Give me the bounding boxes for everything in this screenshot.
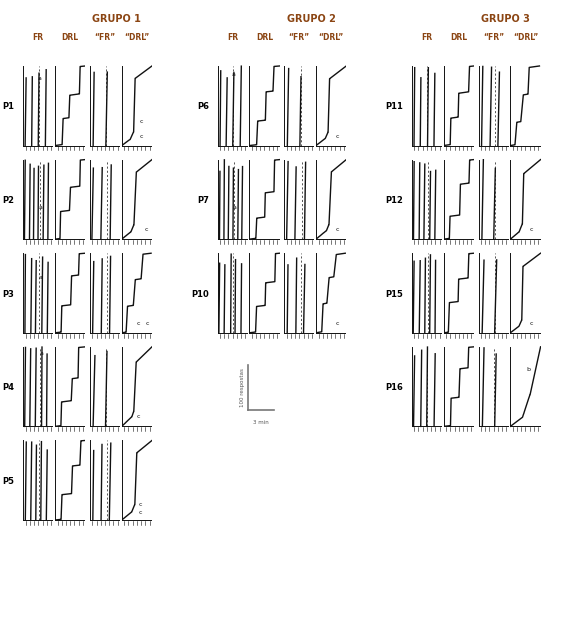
Text: “DRL”: “DRL” bbox=[513, 33, 538, 42]
Text: P1: P1 bbox=[2, 102, 15, 112]
Text: FR: FR bbox=[227, 33, 238, 42]
Text: c: c bbox=[140, 119, 143, 124]
Text: c: c bbox=[139, 510, 142, 515]
Text: c: c bbox=[137, 321, 140, 326]
Text: “DRL”: “DRL” bbox=[124, 33, 150, 42]
Text: c: c bbox=[146, 321, 149, 326]
Text: P2: P2 bbox=[2, 196, 15, 205]
Text: a: a bbox=[233, 205, 237, 210]
Text: c: c bbox=[139, 502, 142, 507]
Text: P16: P16 bbox=[385, 383, 403, 392]
Text: a: a bbox=[38, 275, 42, 280]
Text: 100 respostas: 100 respostas bbox=[240, 368, 245, 407]
Text: FR: FR bbox=[421, 33, 433, 42]
Text: a: a bbox=[39, 205, 43, 210]
Text: “FR”: “FR” bbox=[289, 33, 310, 42]
Text: P12: P12 bbox=[385, 196, 403, 205]
Text: “FR”: “FR” bbox=[483, 33, 504, 42]
Text: c: c bbox=[530, 227, 534, 232]
Text: P4: P4 bbox=[2, 383, 15, 392]
Text: c: c bbox=[137, 414, 140, 420]
Text: DRL: DRL bbox=[256, 33, 273, 42]
Text: c: c bbox=[336, 133, 339, 139]
Text: “DRL”: “DRL” bbox=[318, 33, 344, 42]
Text: GRUPO 3: GRUPO 3 bbox=[481, 14, 530, 24]
Text: GRUPO 2: GRUPO 2 bbox=[287, 14, 336, 24]
Text: b: b bbox=[526, 366, 530, 372]
Text: P11: P11 bbox=[385, 102, 403, 112]
Text: P15: P15 bbox=[385, 290, 403, 299]
Text: “FR”: “FR” bbox=[95, 33, 115, 42]
Text: FR: FR bbox=[32, 33, 44, 42]
Text: a: a bbox=[38, 76, 42, 81]
Text: P5: P5 bbox=[2, 477, 15, 486]
Text: a: a bbox=[232, 71, 236, 76]
Text: GRUPO 1: GRUPO 1 bbox=[92, 14, 142, 24]
Text: c: c bbox=[336, 321, 339, 326]
Text: P6: P6 bbox=[197, 102, 209, 112]
Text: c: c bbox=[530, 321, 534, 326]
Text: a: a bbox=[40, 351, 44, 356]
Text: c: c bbox=[144, 227, 148, 232]
Text: DRL: DRL bbox=[61, 33, 79, 42]
Text: c: c bbox=[140, 133, 143, 139]
Text: P3: P3 bbox=[3, 290, 14, 299]
Text: P7: P7 bbox=[197, 196, 209, 205]
Text: c: c bbox=[336, 227, 339, 232]
Text: 3 min: 3 min bbox=[253, 420, 269, 425]
Text: P10: P10 bbox=[191, 290, 209, 299]
Text: DRL: DRL bbox=[450, 33, 467, 42]
